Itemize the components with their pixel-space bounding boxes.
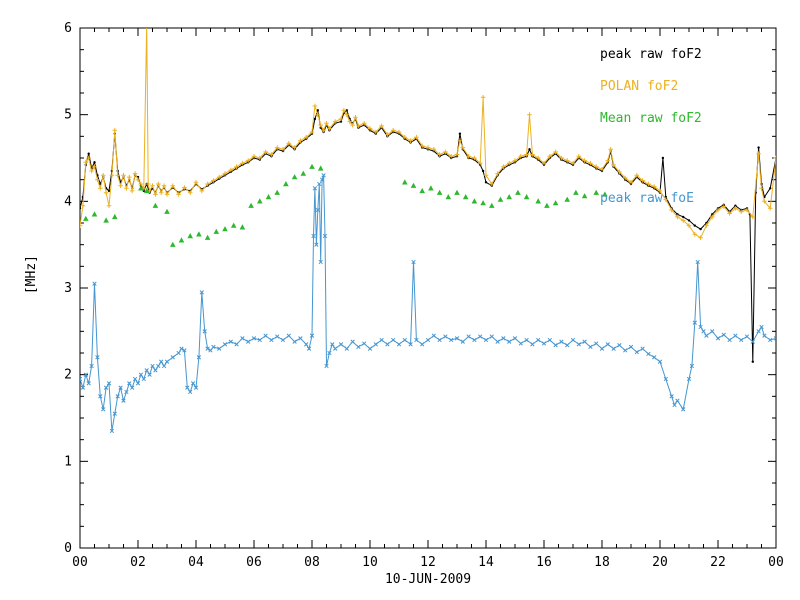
plot-frame xyxy=(79,27,777,549)
svg-text:00: 00 xyxy=(768,555,784,570)
svg-text:16: 16 xyxy=(536,555,552,570)
svg-text:12: 12 xyxy=(420,555,436,570)
svg-text:00: 00 xyxy=(72,555,88,570)
legend-peak-raw-foe: peak raw foE xyxy=(600,191,694,206)
x-axis xyxy=(79,28,777,548)
svg-text:5: 5 xyxy=(64,108,72,123)
svg-text:18: 18 xyxy=(594,555,610,570)
series-mean-raw-fof2 xyxy=(83,163,608,247)
y-axis xyxy=(80,27,776,549)
svg-text:10: 10 xyxy=(362,555,378,570)
svg-text:14: 14 xyxy=(478,555,494,570)
legend-peak-raw-fof2: peak raw foF2 xyxy=(600,47,702,62)
svg-text:20: 20 xyxy=(652,555,668,570)
x-axis-label: 10-JUN-2009 xyxy=(384,572,472,587)
y-axis-label: [MHz] xyxy=(24,255,39,295)
svg-text:04: 04 xyxy=(188,555,204,570)
svg-text:08: 08 xyxy=(304,555,320,570)
legend-polan-fof2: POLAN foF2 xyxy=(600,79,679,94)
svg-text:6: 6 xyxy=(64,21,72,36)
svg-text:4: 4 xyxy=(64,194,72,209)
svg-text:2: 2 xyxy=(64,368,72,383)
svg-text:0: 0 xyxy=(64,541,72,556)
legend-mean-raw-fof2: Mean raw foF2 xyxy=(600,111,702,126)
svg-text:02: 02 xyxy=(130,555,146,570)
series-peak-raw-foe xyxy=(80,173,776,434)
svg-text:06: 06 xyxy=(246,555,262,570)
x-tick-labels: 00 02 04 06 08 10 12 14 16 18 20 22 00 xyxy=(72,555,784,570)
svg-text:3: 3 xyxy=(64,281,72,296)
svg-text:22: 22 xyxy=(710,555,726,570)
svg-text:1: 1 xyxy=(64,454,72,469)
y-tick-labels: 0 1 2 3 4 5 6 xyxy=(64,21,72,556)
series-polan-fof2 xyxy=(80,28,776,240)
